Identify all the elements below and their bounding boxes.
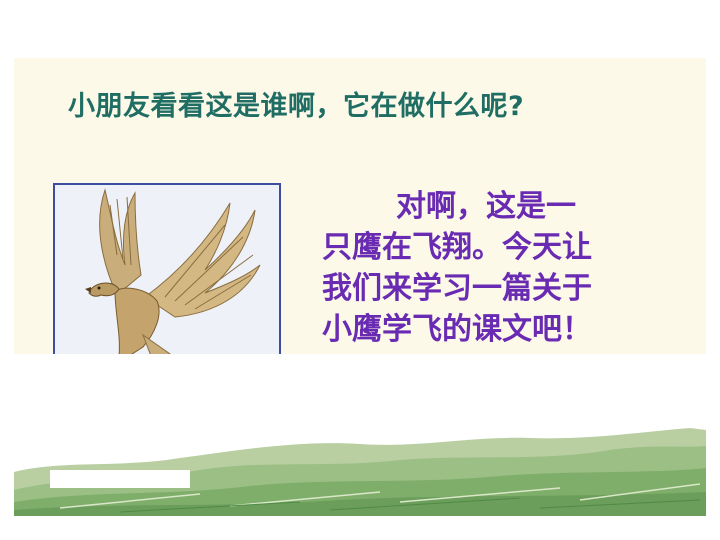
landscape-gap [50, 470, 190, 488]
question-text: 小朋友看看这是谁啊，它在做什么呢? [68, 91, 525, 122]
landscape-drawing [14, 428, 706, 516]
answer-line-4: 小鹰学飞的课文吧！ [322, 312, 592, 347]
answer-line-1: 对啊，这是一 [396, 189, 576, 224]
eagle-illustration [53, 183, 281, 354]
eagle-drawing [85, 188, 261, 354]
answer-line-3: 我们来学习一篇关于 [322, 271, 592, 306]
landscape-illustration [0, 410, 720, 540]
answer-text: 对啊，这是一 只鹰在飞翔。今天让 我们来学习一篇关于 小鹰学飞的课文吧！ [322, 186, 662, 350]
answer-line-2: 只鹰在飞翔。今天让 [322, 230, 592, 265]
